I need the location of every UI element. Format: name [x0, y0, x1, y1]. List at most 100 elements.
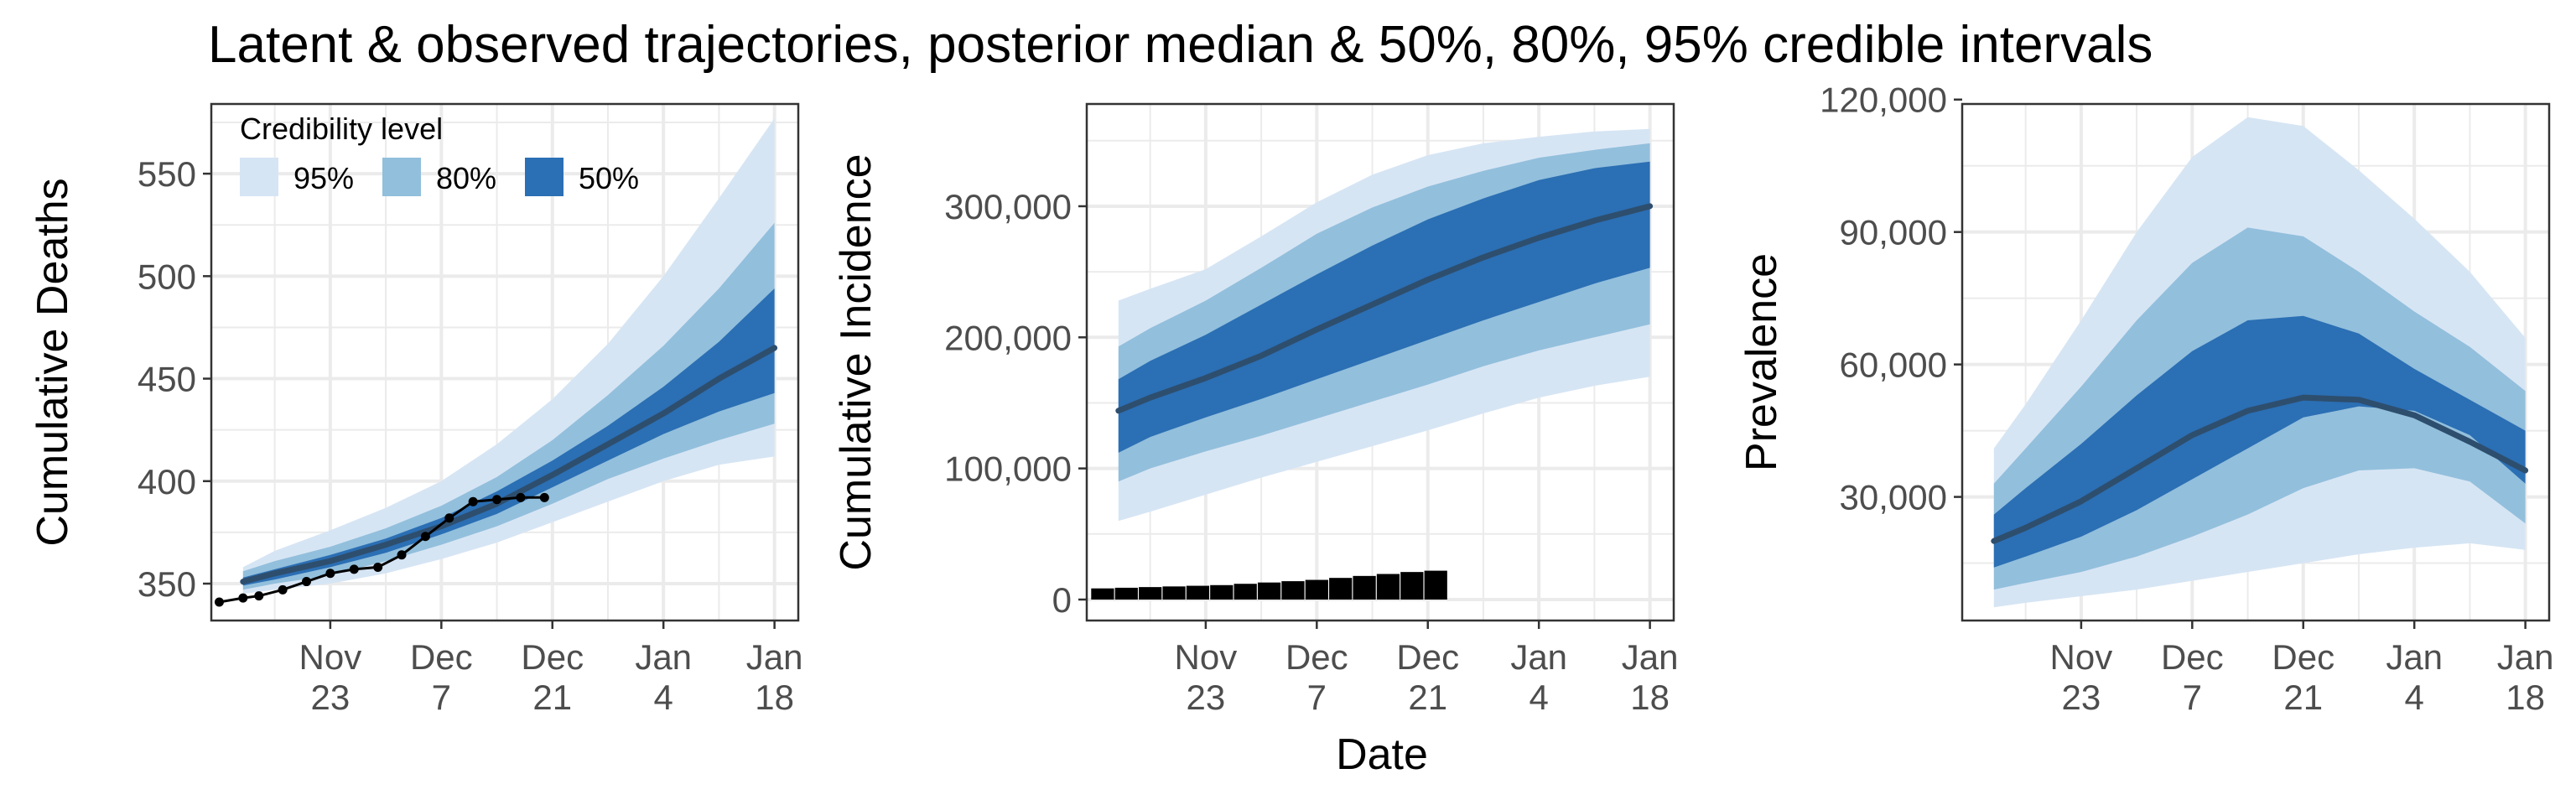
- x-tick-label-day: 7: [1307, 678, 1327, 717]
- median-line: [1115, 203, 1654, 414]
- figure-title: Latent & observed trajectories, posterio…: [208, 16, 2153, 74]
- x-tick-label-day: 18: [1630, 678, 1670, 717]
- observed-bar: [1091, 588, 1114, 600]
- x-tick-label-day: 21: [1408, 678, 1447, 717]
- x-tick-label-day: 21: [532, 678, 572, 717]
- legend-item: 95%: [240, 158, 354, 196]
- x-tick-label-month: Dec: [1396, 637, 1459, 677]
- panel-border: [1961, 102, 2551, 622]
- observed-point: [214, 597, 224, 607]
- x-tick-label-day: 23: [311, 678, 351, 717]
- x-tick-label-month: Dec: [410, 637, 473, 677]
- observed-bar: [1139, 587, 1162, 600]
- observed-bar: [1376, 574, 1400, 600]
- panel-plot: [1091, 128, 1654, 600]
- observed-point: [254, 591, 264, 601]
- legend-title: Credibility level: [240, 112, 443, 146]
- x-tick-label-day: 7: [2183, 678, 2202, 717]
- band-50: [1993, 315, 2526, 568]
- x-tick-label-month: Dec: [2272, 637, 2334, 677]
- y-tick-label: 100,000: [944, 449, 1072, 489]
- x-axis-title: Date: [1336, 730, 1428, 779]
- observed-point: [302, 577, 312, 587]
- observed-point: [539, 492, 549, 502]
- x-tick-label-day: 4: [2405, 678, 2424, 717]
- y-tick-label: 400: [138, 462, 196, 501]
- x-tick-label-month: Nov: [299, 637, 362, 677]
- x-tick-label-month: Jan: [2386, 637, 2443, 677]
- x-tick-label-month: Jan: [635, 637, 692, 677]
- x-tick-label-month: Jan: [746, 637, 803, 677]
- legend-item: 80%: [382, 158, 496, 196]
- legend-swatch: [240, 158, 278, 196]
- y-tick-label: 60,000: [1840, 345, 1947, 385]
- panel-1: Nov23Dec7Dec21Jan4Jan18350400450500550Cu…: [29, 102, 803, 717]
- x-tick-label-day: 4: [654, 678, 673, 717]
- observed-bar: [1329, 578, 1353, 600]
- observed-bar: [1281, 581, 1305, 600]
- x-tick-label-month: Dec: [521, 637, 584, 677]
- band-50: [1118, 161, 1650, 453]
- band-95: [242, 118, 775, 595]
- y-tick-label: 350: [138, 564, 196, 604]
- panel-border: [1085, 102, 1675, 622]
- y-axis-title: Cumulative Deaths: [29, 178, 77, 546]
- observed-point: [397, 550, 407, 560]
- x-tick-label-day: 18: [755, 678, 794, 717]
- observed-bar: [1257, 582, 1281, 600]
- x-tick-label-day: 23: [2062, 678, 2101, 717]
- panel-plot: [1991, 117, 2529, 608]
- legend: Credibility level 95% 80% 50%: [240, 112, 639, 196]
- observed-bar: [1400, 572, 1424, 600]
- observed-point: [516, 492, 526, 502]
- observed-point: [349, 564, 359, 574]
- x-tick-label-month: Dec: [1285, 637, 1348, 677]
- x-tick-label-day: 18: [2506, 678, 2545, 717]
- x-tick-label-day: 23: [1187, 678, 1226, 717]
- y-axis-title: Prevalence: [1737, 253, 1786, 471]
- panel-3: Nov23Dec7Dec21Jan4Jan1830,00060,00090,00…: [1737, 80, 2554, 717]
- x-tick-label-month: Nov: [1175, 637, 1238, 677]
- y-tick-label: 90,000: [1840, 213, 1947, 252]
- x-tick-label-month: Jan: [2497, 637, 2554, 677]
- x-tick-label-month: Jan: [1510, 637, 1567, 677]
- panel-2: Nov23Dec7Dec21Jan4Jan180100,000200,00030…: [832, 102, 1679, 717]
- y-tick-label: 0: [1052, 580, 1072, 620]
- median-line: [1991, 394, 2529, 544]
- observed-bar: [1353, 575, 1376, 600]
- legend-label: 50%: [579, 161, 639, 195]
- y-tick-label: 200,000: [944, 318, 1072, 357]
- observed-point: [373, 562, 383, 572]
- observed-bar: [1162, 586, 1186, 600]
- y-tick-label: 30,000: [1840, 478, 1947, 517]
- observed-point: [468, 496, 478, 506]
- legend-item: 50%: [525, 158, 639, 196]
- x-tick-label-month: Dec: [2161, 637, 2224, 677]
- observed-point: [278, 584, 288, 595]
- y-tick-label: 300,000: [944, 187, 1072, 226]
- x-tick-label-month: Jan: [1622, 637, 1679, 677]
- x-tick-label-day: 21: [2283, 678, 2323, 717]
- observed-point: [492, 495, 502, 505]
- y-tick-label: 550: [138, 154, 196, 194]
- legend-label: 95%: [293, 161, 354, 195]
- y-tick-label: 500: [138, 257, 196, 296]
- legend-swatch: [382, 158, 421, 196]
- observed-point: [238, 593, 248, 603]
- observed-bar: [1233, 584, 1257, 600]
- x-tick-label-day: 7: [432, 678, 451, 717]
- legend-label: 80%: [436, 161, 496, 195]
- observed-bar: [1305, 579, 1328, 600]
- observed-bar: [1186, 585, 1210, 600]
- observed-point: [420, 532, 430, 542]
- panel-border: [210, 102, 800, 622]
- x-tick-label-month: Nov: [2050, 637, 2113, 677]
- panels-layer: Nov23Dec7Dec21Jan4Jan18350400450500550Cu…: [29, 80, 2554, 717]
- legend-swatch: [525, 158, 564, 196]
- observed-bar: [1114, 587, 1138, 600]
- observed-bar: [1424, 570, 1447, 600]
- y-tick-label: 450: [138, 360, 196, 399]
- y-tick-label: 120,000: [1820, 80, 1947, 120]
- y-axis-title: Cumulative Incidence: [832, 153, 880, 570]
- x-tick-label-day: 4: [1530, 678, 1549, 717]
